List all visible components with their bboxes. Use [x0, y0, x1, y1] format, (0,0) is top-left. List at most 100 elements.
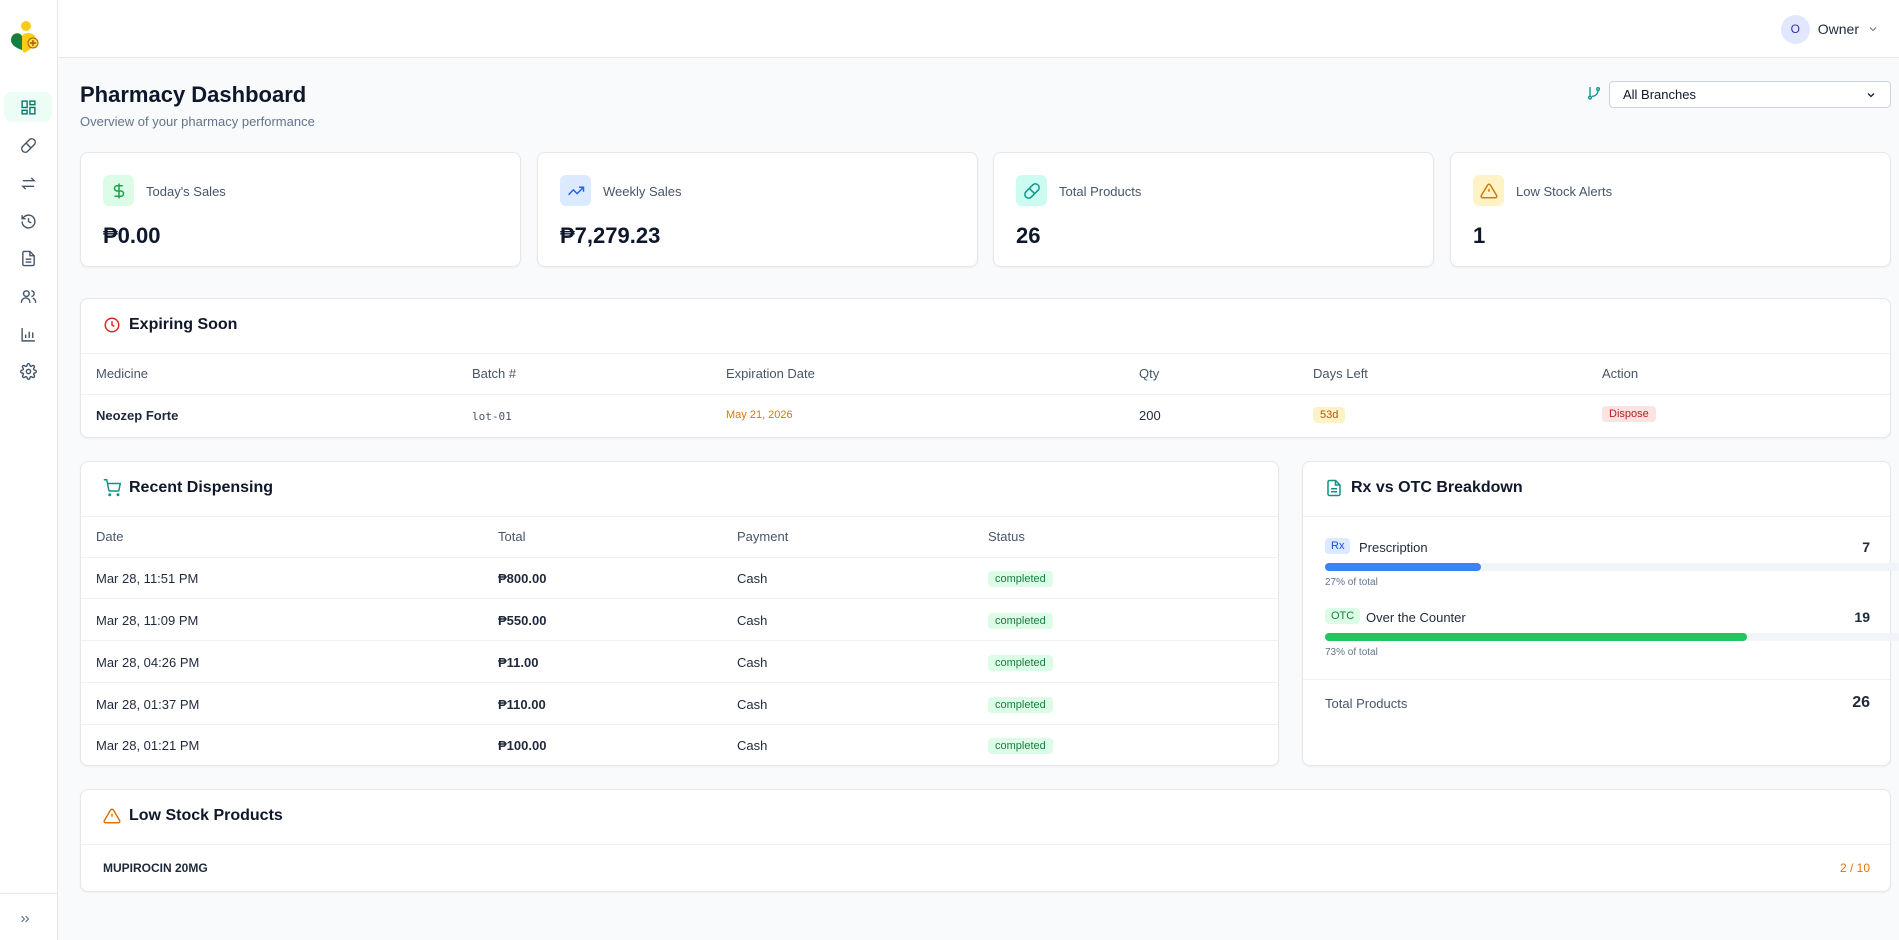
prescription-progress-fill: [1325, 563, 1482, 571]
payment-method: Cash: [737, 613, 768, 628]
git-branch-icon: [1588, 87, 1600, 100]
status-badge: completed: [988, 571, 1053, 587]
payment-method: Cash: [737, 655, 768, 670]
warning-icon: [1479, 182, 1498, 198]
trending-up-icon: [567, 186, 584, 195]
stat-card-weekly-sales: Weekly Sales ₱7,279.23: [537, 152, 978, 267]
column-header: Date: [96, 529, 124, 544]
recent-dispensing-card: Recent Dispensing Date Total Payment Sta…: [80, 461, 1279, 766]
column-header: Payment: [737, 529, 789, 544]
stat-card-low-stock-alerts: Low Stock Alerts 1: [1450, 152, 1891, 267]
sidebar: [0, 0, 58, 940]
nav-history[interactable]: [4, 206, 52, 236]
dispense-date: Mar 28, 01:37 PM: [96, 697, 200, 712]
column-header: Expiration Date: [726, 366, 815, 381]
nav-dashboard[interactable]: [4, 92, 52, 122]
rx-tag: Rx: [1325, 538, 1351, 554]
shopping-cart-icon: [103, 479, 121, 497]
dollar-icon: [113, 183, 124, 198]
section-title: Rx vs OTC Breakdown: [1325, 479, 1523, 497]
otc-progress-fill: [1325, 633, 1747, 641]
top-bar: O Owner: [58, 0, 1899, 58]
expiring-soon-card: Expiring Soon Medicine Batch # Expiratio…: [80, 298, 1891, 438]
column-header: Status: [988, 529, 1025, 544]
column-header: Batch #: [472, 366, 517, 381]
dispense-total: ₱550.00: [498, 613, 547, 628]
section-title: Recent Dispensing: [103, 479, 273, 497]
stat-value: ₱7,279.23: [560, 223, 661, 248]
status-badge: completed: [988, 613, 1053, 629]
total-products-label: Total Products: [1325, 696, 1408, 711]
users-icon: [20, 289, 36, 303]
dispense-total: ₱110.00: [498, 697, 546, 712]
nav-reports[interactable]: [4, 319, 52, 349]
section-title: Expiring Soon: [103, 316, 237, 334]
nav-transfers[interactable]: [4, 168, 52, 198]
warning-icon: [103, 808, 121, 824]
status-badge: completed: [988, 655, 1053, 671]
dispense-date: Mar 28, 11:51 PM: [96, 571, 199, 586]
chevron-down-icon: [1869, 27, 1877, 32]
otc-tag: OTC: [1325, 608, 1361, 624]
page-title: Pharmacy Dashboard: [80, 82, 307, 107]
dispense-total: ₱11.00: [498, 655, 539, 670]
branch-select-value: All Branches: [1623, 87, 1696, 102]
stat-label: Total Products: [1059, 184, 1142, 199]
dispense-date: Mar 28, 01:21 PM: [96, 738, 200, 753]
nav-users[interactable]: [4, 281, 52, 311]
payment-method: Cash: [737, 738, 768, 753]
breakdown-percent: 73% of total: [1325, 647, 1378, 658]
stat-value: 26: [1016, 223, 1041, 248]
pill-icon: [20, 137, 36, 153]
prescription-progress-track: [1325, 563, 1899, 571]
avatar: O: [1780, 14, 1810, 44]
column-header: Total: [498, 529, 526, 544]
clock-icon: [104, 317, 120, 333]
section-title: Low Stock Products: [103, 807, 283, 825]
days-left-badge: 53d: [1313, 407, 1346, 423]
sidebar-divider: [0, 893, 58, 894]
low-stock-quantity: 2 / 10: [1839, 861, 1870, 875]
gear-icon: [19, 362, 37, 380]
batch-number: lot-01: [472, 410, 512, 423]
arrows-swap-icon: [20, 176, 36, 190]
column-header: Qty: [1139, 366, 1160, 381]
status-badge: completed: [988, 738, 1053, 754]
expand-sidebar-button[interactable]: [12, 908, 38, 930]
dispense-total: ₱800.00: [498, 571, 547, 586]
section-title-text: Recent Dispensing: [129, 479, 274, 496]
pill-icon: [1023, 182, 1040, 199]
column-header: Medicine: [96, 366, 149, 381]
dispense-date: Mar 28, 11:09 PM: [96, 613, 199, 628]
history-icon: [20, 213, 36, 229]
user-menu[interactable]: O Owner: [1780, 14, 1879, 44]
stat-card-todays-sales: Today's Sales ₱0.00: [80, 152, 521, 267]
dispose-button[interactable]: Dispose: [1602, 406, 1656, 422]
medicine-name: Neozep Forte: [96, 408, 179, 423]
user-name: Owner: [1817, 21, 1859, 37]
branch-select[interactable]: All Branches: [1609, 81, 1891, 108]
document-icon: [1327, 479, 1341, 497]
nav-products[interactable]: [4, 130, 52, 160]
breakdown-label: Over the Counter: [1366, 610, 1466, 625]
chevrons-right-icon: [21, 915, 30, 923]
otc-progress-track: [1325, 633, 1899, 641]
section-title-text: Expiring Soon: [129, 316, 238, 333]
bar-chart-icon: [20, 327, 35, 342]
stat-value: ₱0.00: [103, 223, 161, 248]
dispense-total: ₱100.00: [498, 738, 547, 753]
payment-method: Cash: [737, 571, 768, 586]
breakdown-percent: 27% of total: [1325, 577, 1378, 588]
column-header: Action: [1602, 366, 1639, 381]
stat-label: Today's Sales: [146, 184, 226, 199]
section-title-text: Rx vs OTC Breakdown: [1351, 479, 1523, 496]
pharmacy-logo: [11, 21, 39, 53]
payment-method: Cash: [737, 697, 768, 712]
stat-card-total-products: Total Products 26: [993, 152, 1434, 267]
nav-settings[interactable]: [4, 356, 52, 386]
quantity: 200: [1139, 408, 1161, 423]
breakdown-label: Prescription: [1359, 540, 1428, 555]
nav-documents[interactable]: [4, 243, 52, 273]
breakdown-count: 7: [1862, 539, 1870, 555]
stat-value: 1: [1473, 223, 1486, 248]
